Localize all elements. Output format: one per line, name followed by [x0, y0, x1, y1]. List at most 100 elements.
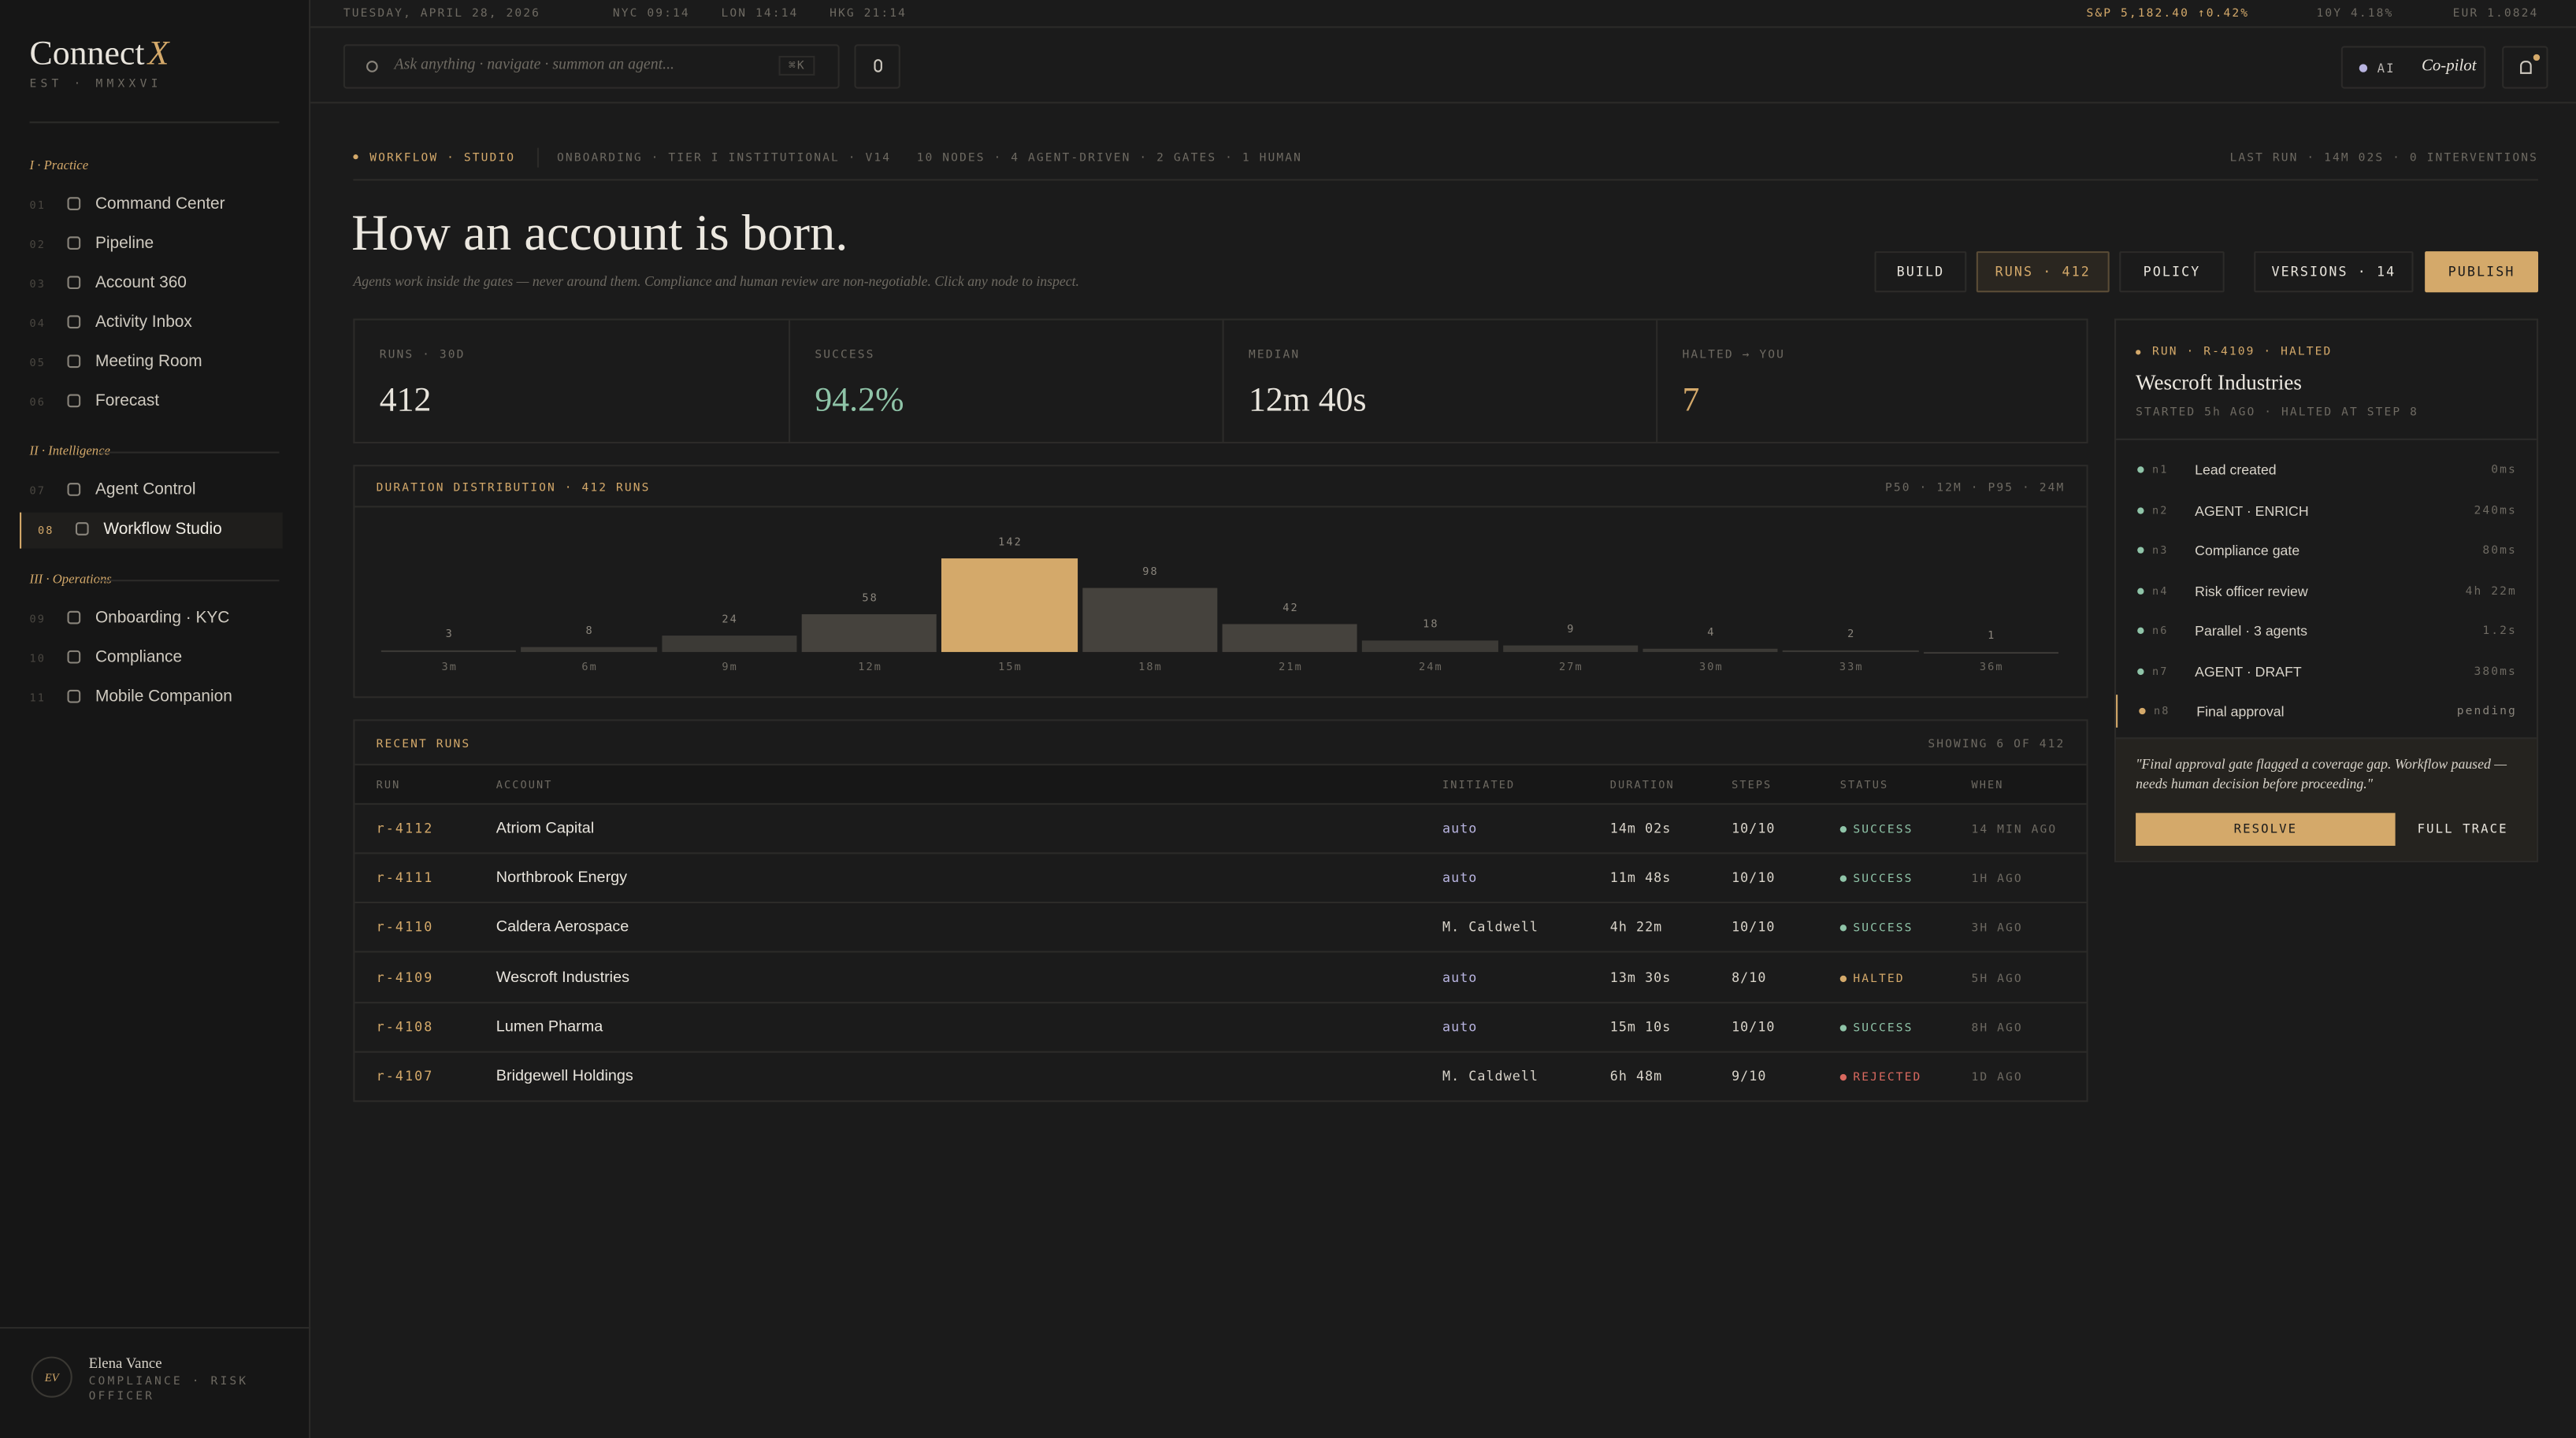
- histogram-bar[interactable]: [1222, 624, 1358, 652]
- table-cell: r-4112: [376, 821, 434, 836]
- divider: [0, 1327, 311, 1329]
- nav-item[interactable]: 07 Agent Control: [20, 473, 283, 510]
- step-row[interactable]: n7 AGENT · DRAFT 380ms: [2116, 654, 2537, 687]
- table-row[interactable]: r-4109 Wescroft Industries auto 13m 30s 8/10…: [354, 954, 2087, 1003]
- table-cell: Caldera Aerospace: [496, 918, 629, 937]
- table-cell: Atriom Capital: [496, 819, 595, 838]
- mic-icon: [874, 59, 882, 72]
- clock: NYC 09:14: [612, 6, 690, 20]
- note-text: "Final approval gate flagged a coverage …: [2136, 755, 2507, 792]
- tab-button[interactable]: RUNS · 412: [1976, 251, 2110, 293]
- histogram-bar[interactable]: [1783, 650, 1919, 653]
- stat-card: HALTED → YOU 7: [1656, 320, 2090, 442]
- search-icon: [366, 61, 378, 72]
- step-row[interactable]: n6 Parallel · 3 agents 1.2s: [2116, 614, 2537, 647]
- histogram-bar[interactable]: [521, 647, 657, 652]
- status-dot: [1839, 1073, 1847, 1081]
- trace-button[interactable]: FULL TRACE: [2417, 821, 2508, 836]
- table-cell: M. Caldwell: [1442, 1069, 1539, 1084]
- nav-num: 04: [29, 317, 46, 331]
- search-placeholder: Ask anything · navigate · summon an agen…: [394, 57, 674, 74]
- table-cell: 5H AGO: [1971, 971, 2023, 985]
- resolve-button[interactable]: RESOLVE: [2136, 813, 2396, 847]
- nav-item[interactable]: 03 Account 360: [20, 266, 283, 302]
- histogram-bar[interactable]: [801, 613, 937, 652]
- nav-num: 10: [29, 651, 46, 665]
- step-dot: [2137, 627, 2144, 634]
- nav-item[interactable]: 06 Forecast: [20, 384, 283, 421]
- avatar: EV: [31, 1356, 72, 1398]
- step-dot: [2137, 506, 2144, 513]
- table-cell: 14 MIN AGO: [1971, 822, 2058, 836]
- table-row[interactable]: r-4107 Bridgewell Holdings M. Caldwell 6h 4…: [354, 1053, 2086, 1103]
- nav-item[interactable]: 05 Meeting Room: [20, 345, 283, 381]
- table-cell: r-4109: [376, 969, 434, 985]
- bar-value-label: 3: [445, 627, 454, 640]
- step-dot: [2137, 547, 2144, 554]
- tab-button[interactable]: PUBLISH: [2425, 251, 2539, 293]
- breadcrumb-tag: WORKFLOW · STUDIO: [369, 150, 516, 165]
- nav-item[interactable]: 04 Activity Inbox: [20, 306, 283, 342]
- nav-item[interactable]: 11 Mobile Companion: [20, 680, 283, 716]
- step-row[interactable]: n1 Lead created 0ms: [2116, 454, 2537, 487]
- nav-item[interactable]: 01 Command Center: [20, 187, 283, 224]
- nav-label: Command Center: [95, 195, 225, 214]
- nav-label: Meeting Room: [95, 353, 202, 372]
- nav-num: 05: [29, 356, 46, 370]
- mic-button[interactable]: [854, 44, 900, 89]
- status-dot: [1839, 925, 1847, 932]
- step-row[interactable]: n2 AGENT · ENRICH 240ms: [2116, 494, 2537, 527]
- step-label: Parallel · 3 agents: [2195, 622, 2308, 639]
- histogram-bar[interactable]: [1923, 651, 2059, 654]
- step-row[interactable]: n3 Compliance gate 80ms: [2116, 534, 2537, 567]
- nav-item[interactable]: 09 Onboarding · KYC: [20, 601, 283, 637]
- search-box[interactable]: Ask anything · navigate · summon an agen…: [343, 44, 840, 89]
- tab-button[interactable]: BUILD: [1874, 251, 1967, 293]
- bar-value-label: 9: [1567, 623, 1576, 636]
- nav-item[interactable]: 02 Pipeline: [20, 227, 283, 263]
- table-row[interactable]: r-4110 Caldera Aerospace M. Caldwell 4h 22m…: [354, 904, 2087, 954]
- nav-num: 07: [29, 484, 46, 498]
- histogram-bar[interactable]: [941, 558, 1078, 652]
- histogram-bar[interactable]: [1082, 587, 1218, 652]
- table-cell: auto: [1442, 969, 1478, 985]
- nav-label: Forecast: [95, 392, 160, 411]
- runs-table: RECENT RUNS SHOWING 6 OF 412 RUN ACCOUNT INI…: [353, 719, 2088, 1103]
- histogram-bar[interactable]: [661, 636, 797, 652]
- notification-button[interactable]: [2502, 46, 2548, 89]
- table-cell: 8H AGO: [1971, 1021, 2023, 1035]
- stat-value: 94.2%: [815, 379, 904, 419]
- nav-label: Activity Inbox: [95, 313, 192, 332]
- table-cell: SUCCESS: [1853, 1021, 1913, 1035]
- step-label: AGENT · ENRICH: [2195, 502, 2309, 518]
- nav-item[interactable]: 08 Workflow Studio: [20, 512, 283, 549]
- table-row[interactable]: r-4112 Atriom Capital auto 14m 02s 10/10 SUCC…: [354, 805, 2087, 854]
- nav-icon: [67, 394, 81, 408]
- page-subtitle: Agents work inside the gates — never aro…: [353, 272, 1079, 290]
- table-row[interactable]: r-4108 Lumen Pharma auto 15m 10s 10/10 SUCCES…: [354, 1003, 2087, 1053]
- bar-value-label: 4: [1707, 626, 1716, 640]
- table-cell: 10/10: [1732, 1019, 1776, 1035]
- histogram-bar[interactable]: [380, 650, 517, 652]
- nav-item[interactable]: 10 Compliance: [20, 640, 283, 676]
- tab-button[interactable]: VERSIONS · 14: [2254, 251, 2414, 293]
- table-cell: HALTED: [1853, 971, 1905, 985]
- table-cell: Northbrook Energy: [496, 869, 628, 888]
- nav-section: II · Intelligence: [29, 443, 110, 458]
- step-id: n1: [2151, 463, 2169, 476]
- step-row[interactable]: n8 Final approval pending: [2116, 695, 2537, 728]
- nav-num: 01: [29, 198, 46, 213]
- step-label: AGENT · DRAFT: [2195, 662, 2302, 680]
- bar-value-label: 98: [1142, 564, 1159, 578]
- step-row[interactable]: n4 Risk officer review 4h 22m: [2116, 574, 2537, 607]
- nav-icon: [67, 689, 81, 703]
- histogram-bar[interactable]: [1502, 646, 1639, 652]
- column-header: DURATION: [1609, 778, 1675, 792]
- divider: [98, 451, 280, 454]
- histogram-bar[interactable]: [1642, 649, 1779, 652]
- copilot-button[interactable]: AI Co-pilot: [2340, 46, 2486, 89]
- brand: Connect X: [30, 33, 169, 74]
- table-row[interactable]: r-4111 Northbrook Energy auto 11m 48s 10/10 S…: [354, 854, 2087, 904]
- tab-button[interactable]: POLICY: [2119, 251, 2225, 293]
- histogram-bar[interactable]: [1362, 639, 1498, 652]
